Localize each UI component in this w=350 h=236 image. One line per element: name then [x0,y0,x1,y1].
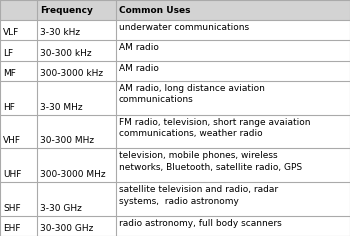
Text: AM radio: AM radio [119,43,159,52]
Text: 30-300 GHz: 30-300 GHz [40,224,93,233]
Bar [0,0,350,20]
Text: 30-300 kHz: 30-300 kHz [40,49,91,58]
Text: 300-3000 MHz: 300-3000 MHz [40,170,105,179]
Text: MF: MF [3,69,16,78]
Text: VHF: VHF [3,136,21,145]
Text: 3-30 kHz: 3-30 kHz [40,29,80,38]
Bar [0,40,350,61]
Bar [0,20,350,40]
Text: 300-3000 kHz: 300-3000 kHz [40,69,103,78]
Bar [0,115,350,148]
Bar [0,216,350,236]
Text: 30-300 MHz: 30-300 MHz [40,136,94,145]
Text: underwater communications: underwater communications [119,23,249,32]
Text: television, mobile phones, wireless
networks, Bluetooth, satellite radio, GPS: television, mobile phones, wireless netw… [119,151,302,172]
Text: Frequency: Frequency [40,6,92,15]
Text: LF: LF [3,49,13,58]
Bar [0,61,350,81]
Text: Common Uses: Common Uses [119,6,190,15]
Text: SHF: SHF [3,204,21,213]
Text: 3-30 MHz: 3-30 MHz [40,103,82,112]
Text: AM radio, long distance aviation
communications: AM radio, long distance aviation communi… [119,84,265,104]
Text: radio astronomy, full body scanners: radio astronomy, full body scanners [119,219,282,228]
Text: AM radio: AM radio [119,64,159,73]
Bar [0,182,350,216]
Text: EHF: EHF [3,224,21,233]
Text: HF: HF [3,103,15,112]
Text: UHF: UHF [3,170,21,179]
Bar [0,81,350,115]
Text: FM radio, television, short range avaiation
communications, weather radio: FM radio, television, short range avaiat… [119,118,310,138]
Text: satellite television and radio, radar
systems,  radio astronomy: satellite television and radio, radar sy… [119,185,278,206]
Text: VLF: VLF [3,29,19,38]
Text: 3-30 GHz: 3-30 GHz [40,204,82,213]
Bar [0,148,350,182]
